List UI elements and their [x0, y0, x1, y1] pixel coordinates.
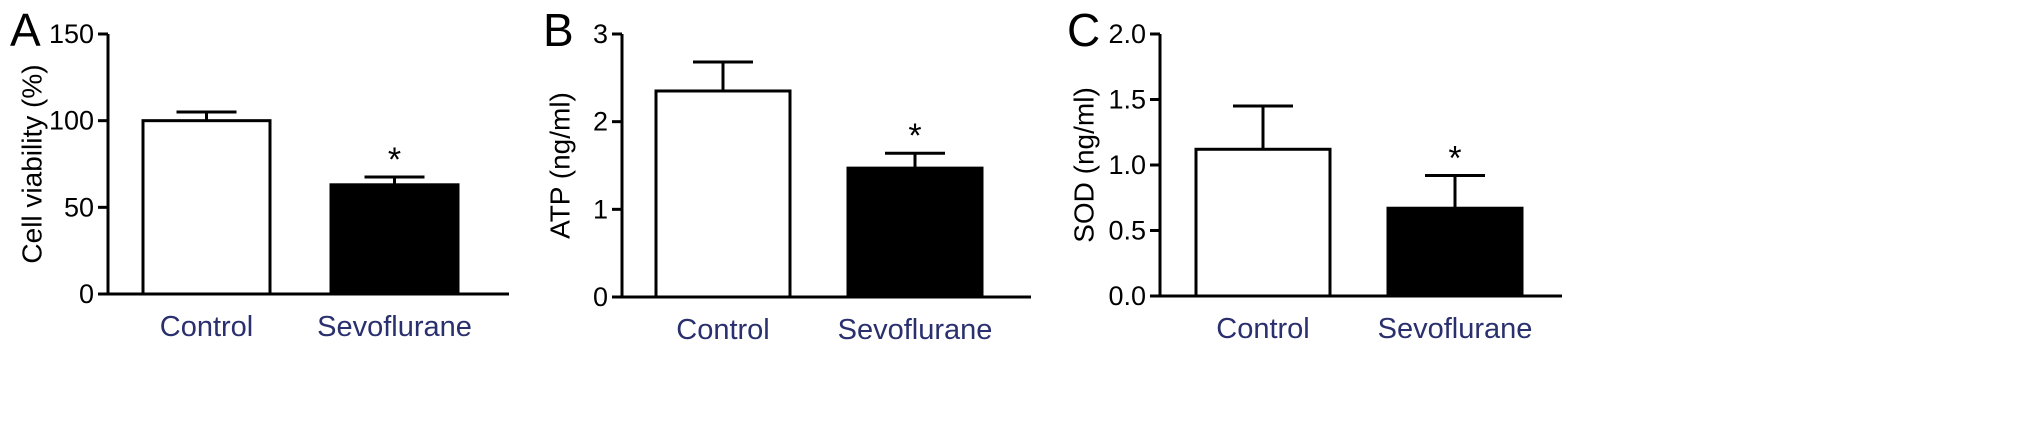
category-label: Sevoflurane — [317, 311, 472, 343]
y-tick-label: 1.0 — [1108, 150, 1146, 180]
y-axis-label: SOD (ng/ml) — [1068, 87, 1099, 243]
category-label: Control — [676, 314, 770, 346]
bar-control — [654, 89, 792, 299]
y-tick-label: 3 — [593, 19, 608, 49]
y-tick-label: 0.5 — [1108, 216, 1146, 246]
significance-asterisk: * — [388, 141, 401, 179]
bar-sevoflurane — [1386, 206, 1524, 298]
category-label: Control — [1216, 313, 1310, 345]
y-tick-label: 0 — [593, 282, 608, 312]
y-tick-label: 2 — [593, 107, 608, 137]
bar-sevoflurane — [329, 183, 460, 296]
y-tick-label: 1.5 — [1108, 85, 1146, 115]
panel-c: C Control Sevoflurane * 0.0 0.5 1.0 1.5 2.0 SOD (… — [1067, 4, 1562, 345]
significance-asterisk: * — [908, 117, 921, 155]
category-label: Sevoflurane — [838, 314, 993, 346]
y-tick-label: 2.0 — [1108, 19, 1146, 49]
y-tick-label: 1 — [593, 194, 608, 224]
bar-sevoflurane — [846, 166, 984, 299]
y-axis-label: ATP (ng/ml) — [544, 92, 575, 239]
y-tick-label: 150 — [49, 19, 94, 49]
y-tick-label: 50 — [64, 192, 94, 222]
bar-control — [1194, 147, 1332, 298]
y-tick-label: 100 — [49, 106, 94, 136]
category-label: Control — [160, 311, 254, 343]
panel-letter: B — [543, 4, 574, 56]
panel-b: B Control Sevoflurane * 0 1 2 3 ATP (ng/ml) — [543, 4, 1031, 346]
y-axis-label: Cell viability (%) — [16, 64, 47, 263]
significance-asterisk: * — [1448, 139, 1461, 177]
panel-letter: C — [1067, 4, 1100, 56]
y-tick-label: 0 — [79, 279, 94, 309]
category-label: Sevoflurane — [1378, 313, 1533, 345]
bar-control — [141, 119, 272, 296]
y-tick-label: 0.0 — [1108, 281, 1146, 311]
panel-letter: A — [10, 4, 41, 56]
